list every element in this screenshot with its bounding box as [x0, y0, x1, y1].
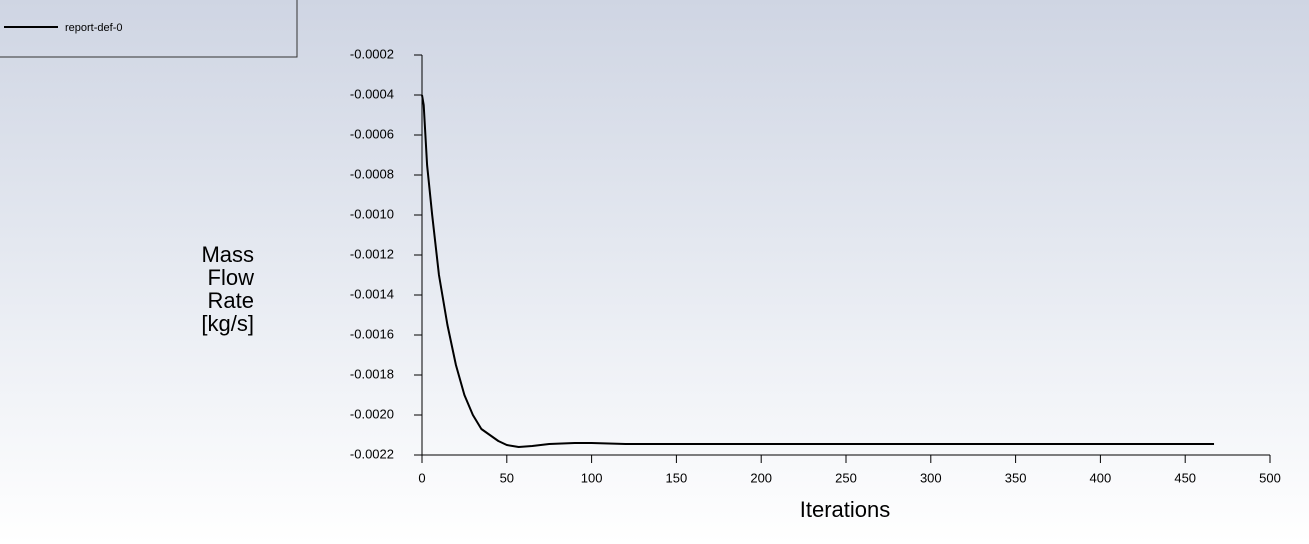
x-tick-label: 450	[1174, 470, 1196, 485]
y-axis-label: Mass Flow Rate [kg/s]	[201, 242, 254, 336]
series-line	[421, 94, 1215, 448]
x-tick-label: 200	[750, 470, 772, 485]
y-tick-label: -0.0012	[350, 246, 394, 261]
y-tick-label: -0.0020	[350, 406, 394, 421]
y-tick-label: -0.0014	[350, 286, 394, 301]
x-tick-label: 250	[835, 470, 857, 485]
y-tick-label: -0.0002	[350, 46, 394, 61]
y-tick-label: -0.0010	[350, 206, 394, 221]
x-tick-label: 350	[1005, 470, 1027, 485]
x-tick-label: 100	[581, 470, 603, 485]
y-tick-label: -0.0006	[350, 126, 394, 141]
x-tick-label: 0	[418, 470, 425, 485]
y-tick-label: -0.0008	[350, 166, 394, 181]
x-tick-label: 500	[1259, 470, 1281, 485]
y-tick-label: -0.0016	[350, 326, 394, 341]
x-axis-label: Iterations	[800, 497, 891, 522]
x-tick-label: 50	[500, 470, 514, 485]
x-tick-label: 400	[1090, 470, 1112, 485]
y-tick-label: -0.0022	[350, 446, 394, 461]
x-tick-label: 150	[666, 470, 688, 485]
legend-box	[0, 0, 298, 58]
y-tick-label: -0.0018	[350, 366, 394, 381]
legend-label: report-def-0	[65, 22, 122, 34]
y-tick-label: -0.0004	[350, 86, 394, 101]
x-tick-label: 300	[920, 470, 942, 485]
